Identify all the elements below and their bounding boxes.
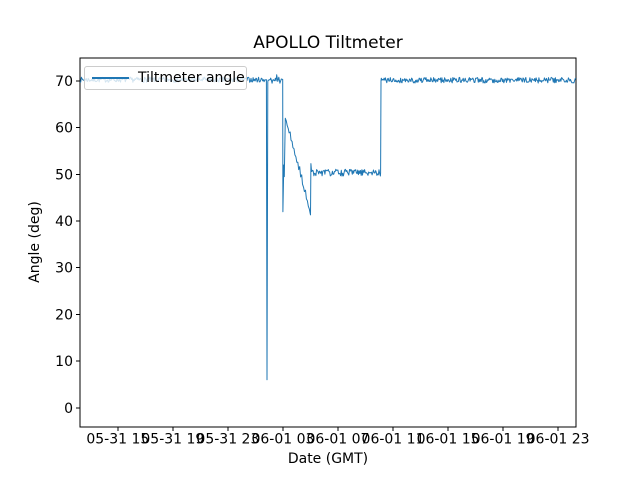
legend-line-sample <box>92 77 129 79</box>
x-tick-label: 06-01 03 <box>251 432 314 448</box>
tiltmeter-line <box>79 74 576 381</box>
chart-title: APOLLO Tiltmeter <box>253 33 403 53</box>
y-tick-label: 50 <box>55 167 73 183</box>
x-tick-label: 06-01 07 <box>306 432 369 448</box>
y-tick-label: 30 <box>55 261 73 277</box>
legend: Tiltmeter angle <box>84 66 247 90</box>
y-tick-label: 20 <box>55 307 73 323</box>
axes-spines <box>79 57 577 428</box>
x-tick-label: 05-31 15 <box>86 432 149 448</box>
x-tick-label: 06-01 19 <box>472 432 535 448</box>
x-tick-label: 06-01 11 <box>362 432 425 448</box>
x-axis-label: Date (GMT) <box>287 451 369 467</box>
y-tick-label: 10 <box>55 354 73 370</box>
y-axis-label: Angle (deg) <box>27 201 43 283</box>
x-tick-label: 05-31 19 <box>141 432 204 448</box>
y-tick-label: 40 <box>55 214 73 230</box>
x-tick-label: 06-01 15 <box>417 432 480 448</box>
y-tick-label: 0 <box>64 401 73 417</box>
y-tick-label: 70 <box>55 74 73 90</box>
x-tick-label: 06-01 23 <box>527 432 590 448</box>
x-tick-label: 05-31 23 <box>196 432 259 448</box>
y-tick-label: 60 <box>55 121 73 137</box>
legend-entry-label: Tiltmeter angle <box>138 70 245 86</box>
